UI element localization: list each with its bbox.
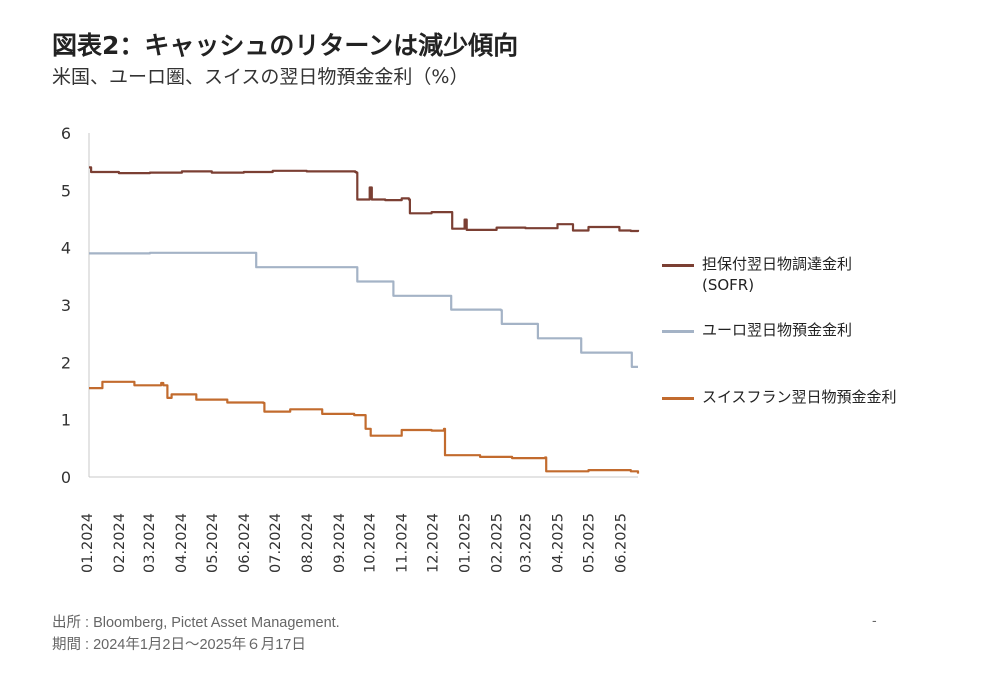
- stray-dash: -: [872, 612, 877, 628]
- legend-item-euro: ユーロ翌日物預金金利: [662, 320, 852, 341]
- period-line: 期間 : 2024年1月2日～2025年６月17日: [52, 637, 306, 653]
- x-tick-label: 12.2024: [426, 513, 442, 573]
- y-tick-label: 2: [61, 353, 71, 372]
- x-tick-label: 03.2024: [142, 513, 158, 573]
- y-tick-label: 3: [61, 296, 71, 315]
- x-tick-label: 03.2025: [519, 513, 535, 573]
- x-tick-label: 11.2024: [395, 513, 411, 573]
- chart-subtitle: 米国、ユーロ圏、スイスの翌日物預金金利（%）: [52, 66, 469, 88]
- x-tick-label: 04.2025: [551, 513, 567, 573]
- legend-label-euro: ユーロ翌日物預金金利: [702, 321, 853, 339]
- x-tick-label: 02.2024: [112, 513, 128, 573]
- x-tick-label: 02.2025: [490, 513, 506, 573]
- x-tick-label: 08.2024: [300, 513, 316, 573]
- source-line: 出所 : Bloomberg, Pictet Asset Management.: [52, 615, 340, 631]
- legend-label-chf: スイスフラン翌日物預金金利: [702, 388, 897, 406]
- x-tick-label: 01.2025: [458, 513, 474, 573]
- source-note: 出所 : Bloomberg, Pictet Asset Management.…: [52, 612, 340, 656]
- legend-item-chf: スイスフラン翌日物預金金利: [662, 387, 897, 408]
- series-line-euro: [89, 251, 638, 368]
- legend-swatch-chf: [662, 397, 694, 400]
- x-tick-label: 06.2024: [237, 513, 253, 573]
- x-tick-label: 07.2024: [268, 513, 284, 573]
- y-tick-label: 4: [61, 239, 71, 258]
- y-tick-label: 6: [61, 124, 71, 143]
- y-tick-label: 5: [61, 181, 71, 200]
- legend-label-sofr: 担保付翌日物調達金利 (SOFR): [702, 255, 853, 294]
- y-tick-label: 0: [61, 468, 71, 487]
- x-tick-label: 09.2024: [332, 513, 348, 573]
- x-tick-label: 06.2025: [613, 513, 629, 573]
- x-tick-label: 10.2024: [363, 513, 379, 573]
- legend-item-sofr: 担保付翌日物調達金利 (SOFR): [662, 254, 852, 296]
- y-tick-label: 1: [61, 411, 71, 430]
- x-tick-label: 04.2024: [174, 513, 190, 573]
- x-tick-label: 01.2024: [80, 513, 96, 573]
- legend-swatch-euro: [662, 330, 694, 333]
- series-line-chf: [89, 380, 640, 474]
- legend-swatch-sofr: [662, 264, 694, 267]
- x-tick-label: 05.2025: [581, 513, 597, 573]
- series-line-sofr: [89, 166, 640, 233]
- chart-title: 図表2：キャッシュのリターンは減少傾向: [52, 31, 519, 60]
- x-tick-label: 05.2024: [205, 513, 221, 573]
